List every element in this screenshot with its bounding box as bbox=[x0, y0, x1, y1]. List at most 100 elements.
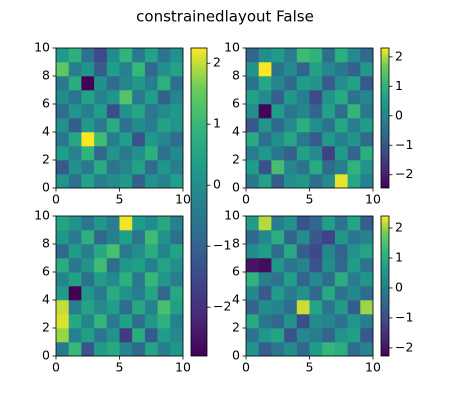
y-tick-label: 2 bbox=[232, 152, 240, 167]
heatmap-cell bbox=[322, 90, 336, 105]
heatmap-cell bbox=[144, 328, 158, 343]
heatmap-cell bbox=[347, 314, 361, 329]
x-tick-label: 0 bbox=[52, 192, 60, 207]
heatmap-cell bbox=[360, 132, 374, 147]
heatmap-cell bbox=[157, 160, 171, 175]
heatmap-cell bbox=[132, 230, 146, 245]
heatmap-cell bbox=[309, 342, 323, 357]
heatmap-cell bbox=[246, 258, 259, 273]
heatmap-cell bbox=[360, 76, 374, 91]
heatmap-cell bbox=[360, 146, 374, 161]
heatmap-cell bbox=[144, 90, 158, 105]
heatmap-cell bbox=[56, 62, 69, 77]
heatmap-cell bbox=[309, 286, 323, 301]
heatmap-cell bbox=[284, 62, 298, 77]
heatmap-cell bbox=[309, 118, 323, 133]
y-tick-label: 10 bbox=[34, 40, 50, 55]
heatmap-cell bbox=[360, 272, 374, 287]
heatmap-cell bbox=[106, 90, 120, 105]
heatmap-cell bbox=[296, 230, 310, 245]
heatmap-cell bbox=[271, 300, 285, 315]
heatmap-cell bbox=[119, 174, 133, 189]
y-tick-label: 6 bbox=[42, 264, 50, 279]
heatmap-cell bbox=[296, 314, 310, 329]
heatmap-cell bbox=[246, 174, 259, 189]
heatmap-cell bbox=[119, 230, 133, 245]
heatmap-cell bbox=[81, 62, 95, 77]
heatmap-cell bbox=[56, 90, 69, 105]
heatmap-cell bbox=[81, 342, 95, 357]
heatmap-cell bbox=[334, 174, 348, 189]
heatmap-cell bbox=[347, 90, 361, 105]
heatmap-cell bbox=[56, 258, 69, 273]
y-tick-label: 8 bbox=[232, 68, 240, 83]
heatmap-cell bbox=[132, 244, 146, 259]
heatmap-cell bbox=[119, 160, 133, 175]
colorbar bbox=[380, 215, 390, 357]
heatmap-cell bbox=[144, 286, 158, 301]
heatmap-cell bbox=[258, 244, 272, 259]
heatmap-cell bbox=[119, 104, 133, 119]
heatmap-cell bbox=[271, 62, 285, 77]
heatmap-cell bbox=[309, 244, 323, 259]
heatmap-cell bbox=[81, 244, 95, 259]
heatmap-cell bbox=[322, 216, 336, 231]
heatmap-cell bbox=[157, 146, 171, 161]
heatmap-cell bbox=[334, 300, 348, 315]
heatmap-cell bbox=[132, 132, 146, 147]
heatmap-cell bbox=[360, 62, 374, 77]
heatmap-cell bbox=[132, 314, 146, 329]
heatmap-cell bbox=[68, 118, 82, 133]
heatmap-cell bbox=[360, 300, 374, 315]
heatmap-cell bbox=[258, 314, 272, 329]
heatmap-cell bbox=[246, 286, 259, 301]
heatmap-cell bbox=[81, 216, 95, 231]
heatmap-cell bbox=[284, 174, 298, 189]
heatmap-cell bbox=[360, 230, 374, 245]
heatmap-cell bbox=[119, 118, 133, 133]
heatmap-cell bbox=[132, 76, 146, 91]
heatmap-cell bbox=[56, 230, 69, 245]
heatmap-cell bbox=[56, 314, 69, 329]
heatmap-cell bbox=[94, 160, 108, 175]
heatmap-cell bbox=[119, 48, 133, 63]
heatmap-cell bbox=[360, 342, 374, 357]
heatmap-cell bbox=[144, 48, 158, 63]
y-tick-label: 4 bbox=[232, 292, 240, 307]
colorbar-tick-label: 2 bbox=[213, 55, 221, 70]
heatmap-cell bbox=[284, 314, 298, 329]
heatmap-cell bbox=[334, 48, 348, 63]
heatmap-cell bbox=[347, 62, 361, 77]
heatmap-cell bbox=[119, 216, 133, 231]
heatmap-cell bbox=[170, 342, 184, 357]
heatmap-cell bbox=[157, 48, 171, 63]
colorbar bbox=[380, 47, 390, 189]
heatmap-cell bbox=[170, 244, 184, 259]
heatmap-cell bbox=[56, 328, 69, 343]
heatmap-cell bbox=[56, 272, 69, 287]
heatmap-cell bbox=[106, 314, 120, 329]
heatmap-cell bbox=[56, 286, 69, 301]
heatmap-cell bbox=[347, 132, 361, 147]
heatmap-cell bbox=[170, 286, 184, 301]
heatmap-cell bbox=[360, 90, 374, 105]
heatmap-cell bbox=[144, 146, 158, 161]
heatmap-cell bbox=[322, 286, 336, 301]
heatmap-cell bbox=[68, 48, 82, 63]
heatmap-cell bbox=[81, 258, 95, 273]
heatmap-cell bbox=[106, 286, 120, 301]
heatmap-cell bbox=[106, 118, 120, 133]
heatmap-cell bbox=[106, 216, 120, 231]
heatmap-cell bbox=[119, 328, 133, 343]
heatmap-cell bbox=[170, 328, 184, 343]
heatmap-cell bbox=[157, 76, 171, 91]
heatmap-cell bbox=[68, 174, 82, 189]
x-tick-label: 5 bbox=[116, 360, 124, 375]
heatmap-cell bbox=[246, 216, 259, 231]
colorbar-tick-label: 0 bbox=[395, 279, 403, 294]
heatmap-cell bbox=[56, 216, 69, 231]
heatmap-cell bbox=[258, 258, 272, 273]
heatmap-cell bbox=[68, 76, 82, 91]
heatmap-cell bbox=[246, 48, 259, 63]
colorbar-tick-label: 1 bbox=[395, 249, 403, 264]
